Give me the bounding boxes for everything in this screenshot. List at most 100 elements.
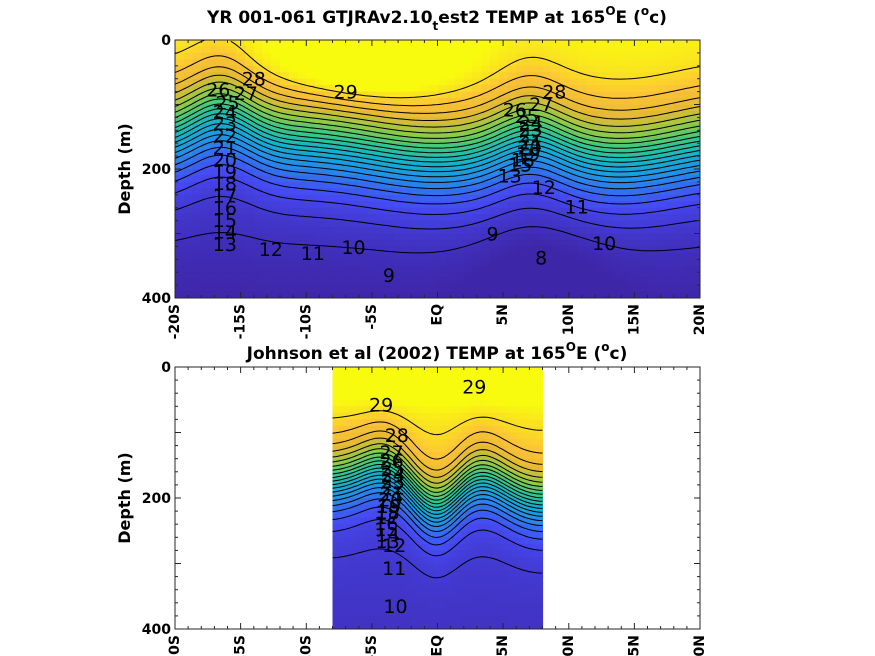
field-cell — [360, 419, 365, 427]
field-cell — [332, 458, 337, 466]
field-cell — [535, 498, 540, 506]
field-cell — [201, 175, 211, 183]
field-cell — [385, 265, 395, 273]
field-cell — [376, 91, 386, 99]
field-cell — [175, 162, 185, 170]
field-cell — [448, 445, 453, 453]
field-cell — [518, 576, 523, 584]
field-cell — [374, 530, 379, 538]
field-cell — [392, 517, 397, 525]
field-cell — [455, 445, 460, 453]
field-cell — [315, 40, 325, 48]
field-cell — [586, 233, 596, 241]
field-cell — [364, 399, 369, 407]
field-cell — [323, 246, 334, 254]
field-cell — [437, 239, 447, 247]
field-cell — [350, 393, 355, 401]
field-cell — [516, 78, 526, 86]
field-cell — [353, 602, 358, 610]
field-cell — [514, 576, 519, 584]
field-cell — [551, 98, 561, 106]
field-cell — [378, 491, 383, 499]
field-cell — [507, 91, 517, 99]
field-cell — [446, 285, 456, 293]
field-cell — [341, 265, 351, 273]
field-cell — [428, 291, 439, 298]
field-cell — [245, 285, 255, 293]
field-cell — [364, 484, 369, 493]
field-cell — [378, 570, 383, 578]
field-cell — [306, 98, 316, 106]
field-cell — [455, 52, 465, 60]
field-cell — [288, 259, 299, 267]
field-cell — [245, 188, 255, 196]
field-cell — [516, 252, 526, 260]
contour-label: 29 — [334, 82, 358, 104]
field-cell — [535, 425, 540, 434]
field-cell — [533, 110, 544, 118]
field-cell — [399, 609, 404, 617]
field-cell — [498, 162, 509, 170]
field-cell — [192, 52, 202, 60]
field-cell — [385, 136, 395, 144]
field-cell — [427, 452, 432, 460]
field-cell — [542, 91, 552, 99]
field-cell — [306, 91, 316, 99]
field-cell — [539, 445, 544, 453]
field-cell — [542, 72, 552, 80]
field-cell — [395, 576, 400, 584]
field-cell — [280, 188, 290, 196]
field-cell — [638, 98, 649, 106]
field-cell — [406, 465, 411, 473]
field-cell — [497, 609, 502, 617]
field-cell — [236, 246, 246, 254]
field-cell — [367, 432, 372, 440]
field-cell — [490, 589, 495, 597]
field-cell — [525, 570, 530, 578]
field-cell — [504, 393, 509, 401]
field-cell — [430, 622, 435, 629]
field-cell — [332, 201, 342, 209]
field-cell — [339, 524, 344, 532]
field-cell — [378, 386, 383, 394]
field-cell — [360, 570, 365, 578]
field-cell — [364, 589, 369, 597]
field-cell — [280, 110, 290, 118]
field-cell — [535, 373, 540, 381]
field-cell — [315, 233, 325, 241]
field-cell — [409, 530, 414, 538]
field-cell — [175, 52, 185, 60]
field-cell — [446, 130, 456, 138]
field-cell — [402, 570, 407, 578]
field-cell — [586, 194, 596, 202]
field-cell — [367, 162, 377, 170]
field-cell — [437, 278, 447, 286]
field-cell — [201, 149, 211, 157]
field-cell — [393, 104, 404, 112]
field-cell — [630, 188, 640, 196]
field-cell — [323, 194, 334, 202]
field-cell — [218, 252, 229, 260]
field-cell — [521, 380, 526, 388]
field-cell — [423, 543, 428, 551]
field-cell — [411, 259, 421, 267]
field-cell — [358, 117, 369, 125]
field-cell — [647, 278, 657, 286]
field-cell — [336, 373, 341, 381]
field-cell — [367, 72, 377, 80]
field-cell — [647, 265, 657, 273]
field-cell — [472, 265, 482, 273]
field-cell — [409, 425, 414, 434]
field-cell — [507, 615, 512, 624]
field-cell — [437, 589, 442, 597]
field-cell — [682, 220, 692, 228]
field-cell — [603, 149, 614, 157]
field-cell — [516, 272, 526, 280]
field-cell — [511, 524, 516, 532]
field-cell — [603, 123, 614, 131]
field-cell — [183, 252, 194, 260]
field-cell — [638, 233, 649, 241]
field-cell — [448, 583, 453, 591]
field-cell — [665, 117, 675, 125]
field-cell — [647, 46, 657, 54]
